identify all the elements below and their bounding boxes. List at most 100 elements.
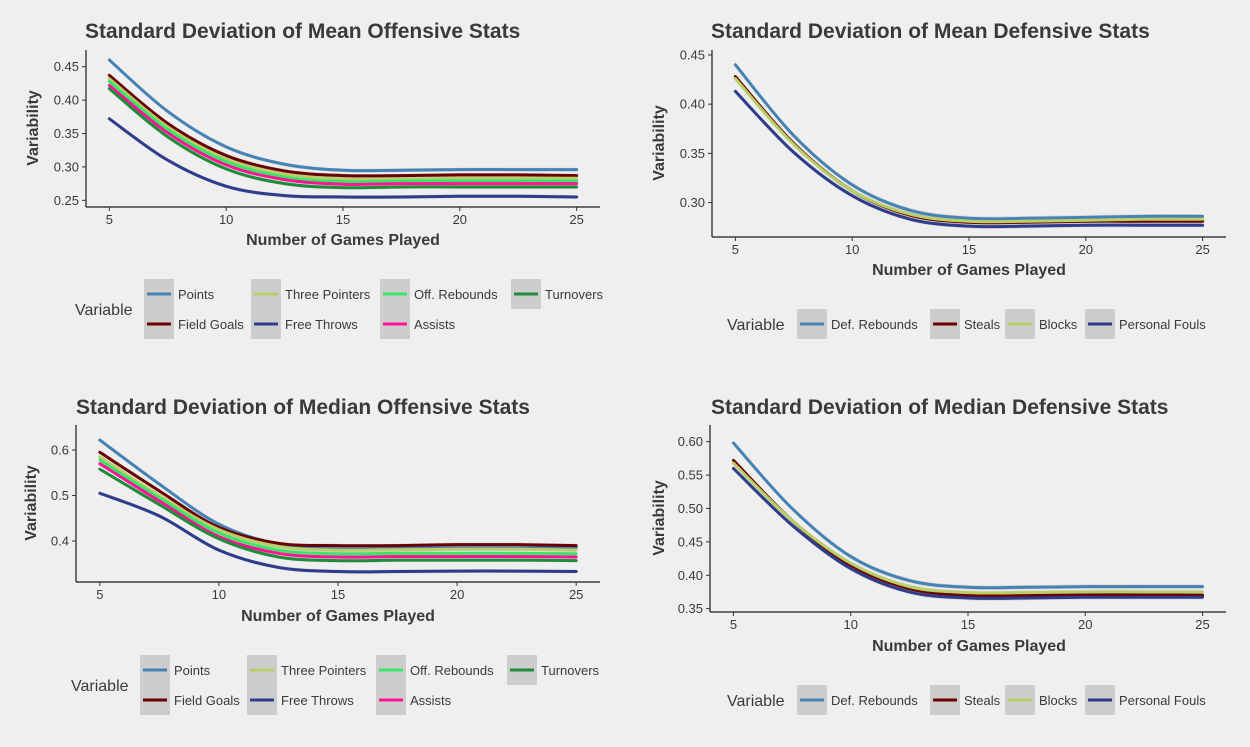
ribbon-field-goals <box>109 73 577 178</box>
y-tick-label: 0.40 <box>678 568 703 583</box>
y-tick-label: 0.45 <box>54 59 79 74</box>
legend-label-turnovers: Turnovers <box>545 287 604 302</box>
legend-label-personal-fouls: Personal Fouls <box>1119 317 1206 332</box>
series-line-assists <box>107 83 579 186</box>
y-tick-label: 0.60 <box>678 434 703 449</box>
series-line-blocks <box>731 461 1205 595</box>
series-line-personal-fouls <box>731 466 1205 600</box>
legend: Variable Def. Rebounds Steals Blocks Persona… <box>727 309 1206 339</box>
ribbon-steals <box>735 74 1203 226</box>
legend-label-off-rebounds: Off. Rebounds <box>414 287 498 302</box>
chart-panel-4: Standard Deviation of Median Defensive S… <box>651 396 1226 715</box>
series-line-points <box>98 438 578 551</box>
legend-label-personal-fouls: Personal Fouls <box>1119 693 1206 708</box>
x-tick-label: 20 <box>1078 617 1092 632</box>
series-line-field-goals <box>98 450 578 548</box>
y-tick-label: 0.30 <box>54 159 79 174</box>
legend-label-three-pointers: Three Pointers <box>285 287 371 302</box>
series-line-def-rebounds <box>731 441 1205 590</box>
ribbon-personal-fouls <box>735 89 1203 229</box>
x-tick-label: 5 <box>96 587 103 602</box>
legend-label-free-throws: Free Throws <box>285 317 358 332</box>
y-tick-label: 0.45 <box>680 47 705 62</box>
legend-label-points: Points <box>178 287 215 302</box>
x-axis-title: Number of Games Played <box>872 262 1066 279</box>
x-axis-title: Number of Games Played <box>241 608 435 625</box>
ribbon-blocks <box>735 76 1203 225</box>
x-tick-label: 25 <box>1195 242 1209 257</box>
y-tick-label: 0.40 <box>680 97 705 112</box>
x-tick-label: 25 <box>1195 617 1209 632</box>
legend-title: Variable <box>727 693 785 710</box>
legend-title: Variable <box>71 678 129 695</box>
x-tick-label: 15 <box>336 212 350 227</box>
legend-label-blocks: Blocks <box>1039 693 1078 708</box>
legend-label-three-pointers: Three Pointers <box>281 663 367 678</box>
legend-label-free-throws: Free Throws <box>281 693 354 708</box>
legend-label-def-rebounds: Def. Rebounds <box>831 693 918 708</box>
y-tick-label: 0.5 <box>51 488 69 503</box>
series-line-assists <box>98 462 578 559</box>
x-tick-label: 20 <box>450 587 464 602</box>
series-line-free-throws <box>107 117 579 199</box>
y-tick-label: 0.45 <box>678 534 703 549</box>
y-axis-title: Variability <box>651 105 668 181</box>
chart-title: Standard Deviation of Mean Defensive Sta… <box>711 20 1150 43</box>
x-tick-label: 10 <box>219 212 233 227</box>
chart-title: Standard Deviation of Median Defensive S… <box>711 396 1168 419</box>
legend-label-field-goals: Field Goals <box>178 317 244 332</box>
y-tick-label: 0.4 <box>51 534 69 549</box>
x-tick-label: 5 <box>106 212 113 227</box>
y-tick-label: 0.55 <box>678 468 703 483</box>
x-tick-label: 20 <box>453 212 467 227</box>
y-axis-title: Variability <box>23 465 40 541</box>
series-line-blocks <box>733 77 1205 224</box>
legend-title: Variable <box>727 317 785 334</box>
legend: Variable Def. Rebounds Steals Blocks Persona… <box>727 685 1206 715</box>
y-tick-label: 0.25 <box>54 193 79 208</box>
series-line-off-rebounds <box>98 458 578 556</box>
y-tick-label: 0.6 <box>51 443 69 458</box>
x-tick-label: 10 <box>843 617 857 632</box>
legend-label-steals: Steals <box>964 693 1001 708</box>
ribbon-blocks <box>733 460 1203 596</box>
legend-label-assists: Assists <box>410 693 452 708</box>
series-line-field-goals <box>107 73 579 178</box>
x-tick-label: 20 <box>1079 242 1093 257</box>
series-line-free-throws <box>98 491 578 574</box>
legend-label-steals: Steals <box>964 317 1001 332</box>
legend: Variable Points Three Pointers Off. Rebound… <box>75 279 604 339</box>
ribbon-assists <box>99 461 577 560</box>
legend-label-blocks: Blocks <box>1039 317 1078 332</box>
ribbon-def-rebounds <box>735 62 1203 222</box>
y-axis-title: Variability <box>651 480 668 556</box>
series-line-def-rebounds <box>733 63 1205 221</box>
legend-label-off-rebounds: Off. Rebounds <box>410 663 494 678</box>
x-tick-label: 25 <box>569 212 583 227</box>
legend-title: Variable <box>75 302 133 319</box>
x-tick-label: 5 <box>732 242 739 257</box>
x-tick-label: 15 <box>962 242 976 257</box>
series-line-personal-fouls <box>733 89 1205 229</box>
x-axis-title: Number of Games Played <box>246 232 440 249</box>
series-line-turnovers <box>107 87 579 190</box>
series-line-steals <box>733 75 1205 225</box>
chart-panel-1: Standard Deviation of Mean Offensive Sta… <box>25 20 604 339</box>
legend-label-field-goals: Field Goals <box>174 693 240 708</box>
x-tick-label: 15 <box>961 617 975 632</box>
series-line-off-rebounds <box>107 79 579 184</box>
x-tick-label: 10 <box>845 242 859 257</box>
x-tick-label: 25 <box>569 587 583 602</box>
y-tick-label: 0.35 <box>54 126 79 141</box>
y-axis-title: Variability <box>25 90 42 166</box>
y-tick-label: 0.50 <box>678 501 703 516</box>
x-tick-label: 10 <box>212 587 226 602</box>
series-line-three-pointers <box>107 77 579 181</box>
legend-label-assists: Assists <box>414 317 456 332</box>
chart-title: Standard Deviation of Mean Offensive Sta… <box>85 20 520 43</box>
legend: Variable Points Three Pointers Off. Rebound… <box>71 655 600 715</box>
chart-title: Standard Deviation of Median Offensive S… <box>76 396 530 419</box>
y-tick-label: 0.35 <box>680 146 705 161</box>
y-tick-label: 0.40 <box>54 93 79 108</box>
legend-label-turnovers: Turnovers <box>541 663 600 678</box>
